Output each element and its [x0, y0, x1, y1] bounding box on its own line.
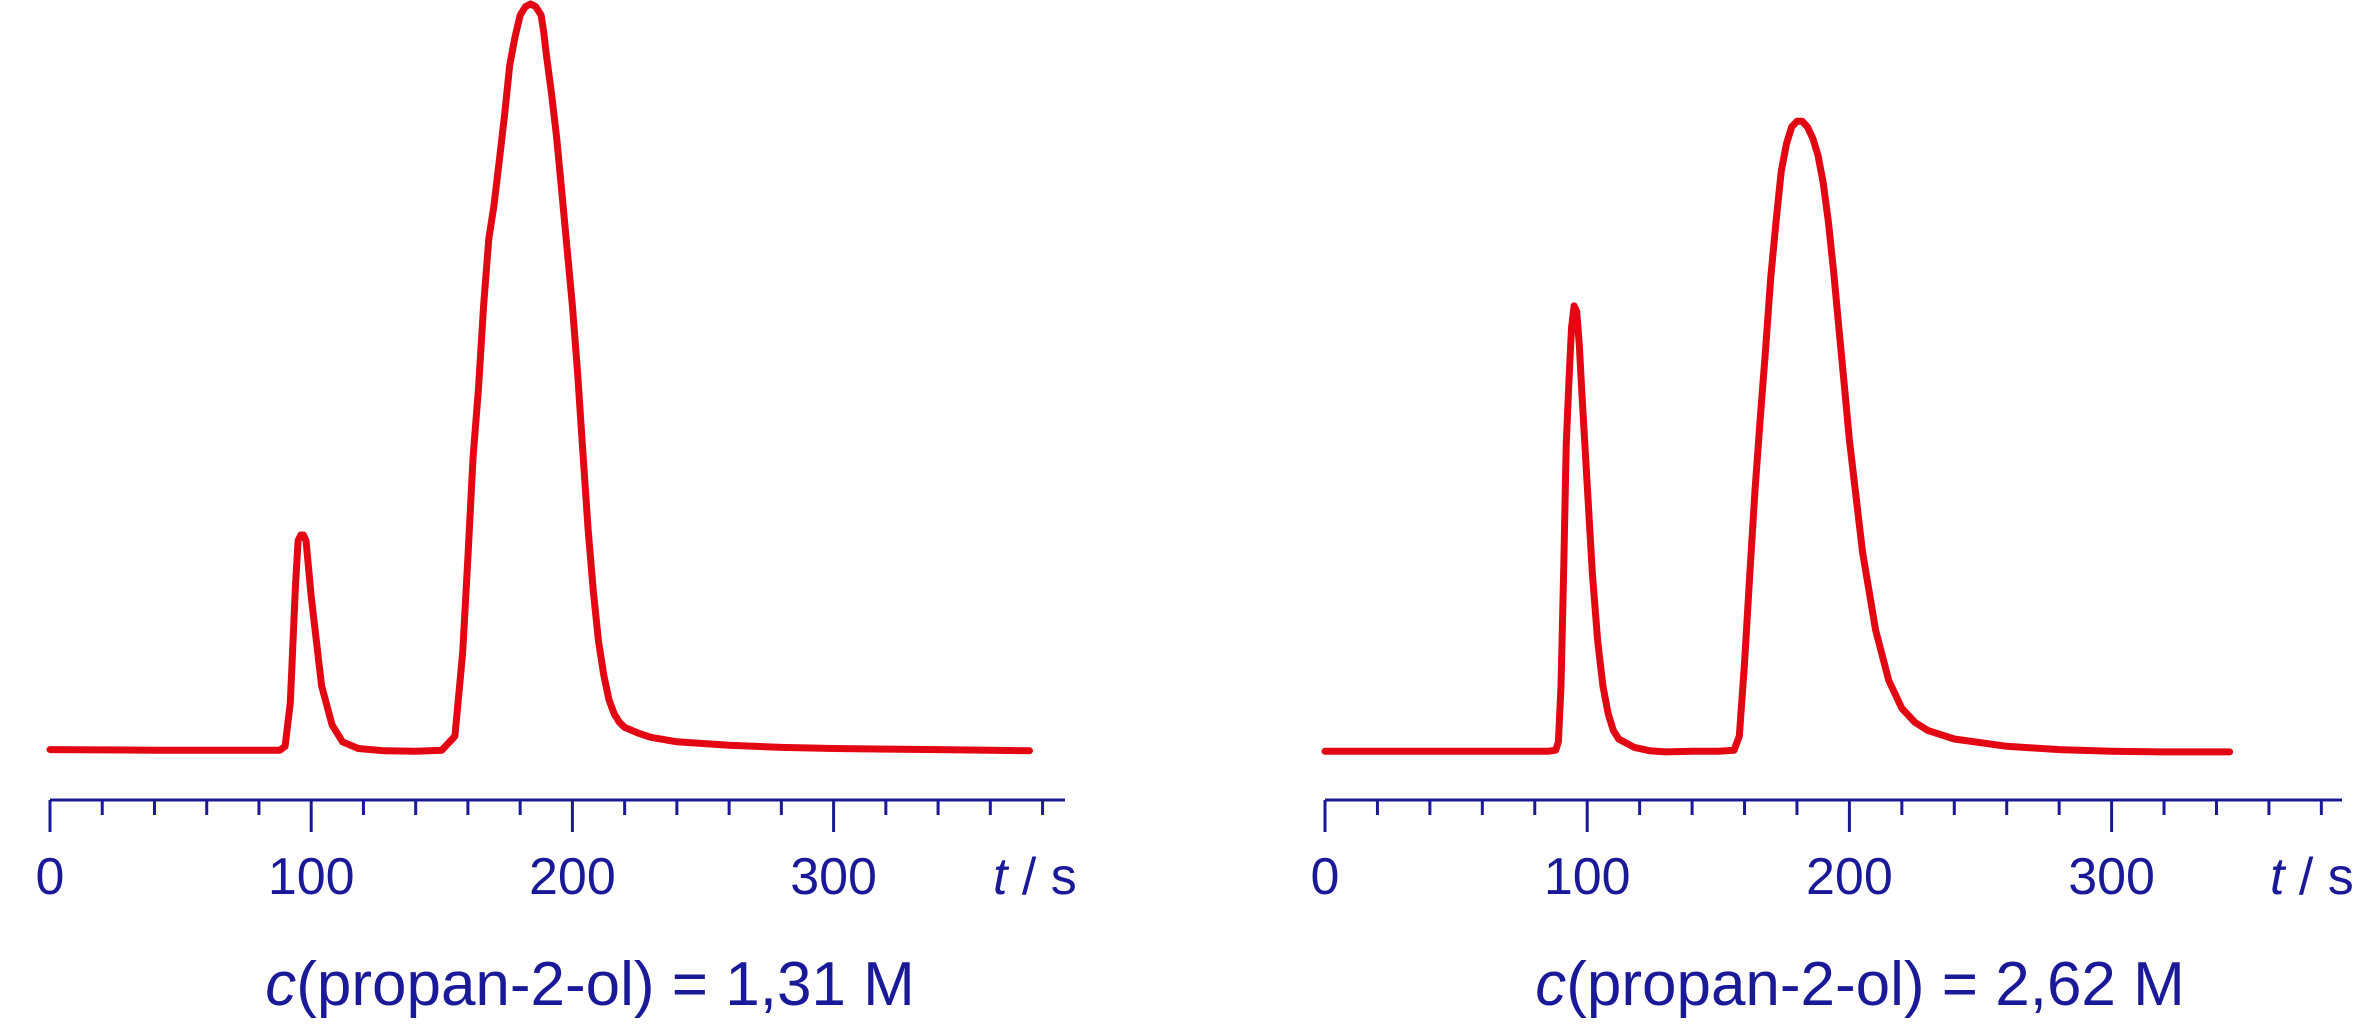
x-axis-label: t / s: [993, 848, 1077, 906]
x-axis-unit: / s: [1007, 848, 1076, 906]
caption-text: (propan-2-ol) = 2,62 M: [1566, 950, 2185, 1019]
series-line: [1321, 117, 2234, 756]
x-axis-unit: / s: [2284, 848, 2353, 906]
x-tick-label: 100: [1544, 848, 1631, 906]
x-tick-label: 100: [268, 848, 355, 906]
x-tick-label: 0: [36, 848, 65, 906]
x-tick-label: 300: [2068, 848, 2155, 906]
x-axis-symbol: t: [2270, 848, 2287, 906]
x-tick-label: 300: [790, 848, 877, 906]
series-line: [46, 0, 1033, 755]
chromatogram-panel-right: 0 100 200 300 t / s c(propan-2-ol) = 2,62 M: [1311, 117, 2354, 1019]
chromatogram-panel-left: 0 100 200 300 t / s c(propan-2-ol) = 1,31 M: [36, 0, 1077, 1019]
panel-caption: c(propan-2-ol) = 2,62 M: [1535, 950, 2185, 1019]
x-tick-label: 0: [1311, 848, 1340, 906]
panel-caption: c(propan-2-ol) = 1,31 M: [265, 950, 915, 1019]
x-axis-label: t / s: [2270, 848, 2354, 906]
x-tick-label: 200: [529, 848, 616, 906]
x-tick-label: 200: [1806, 848, 1893, 906]
caption-text: (propan-2-ol) = 1,31 M: [296, 950, 915, 1019]
caption-symbol: c: [265, 950, 296, 1019]
caption-symbol: c: [1535, 950, 1566, 1019]
x-axis-symbol: t: [993, 848, 1010, 906]
